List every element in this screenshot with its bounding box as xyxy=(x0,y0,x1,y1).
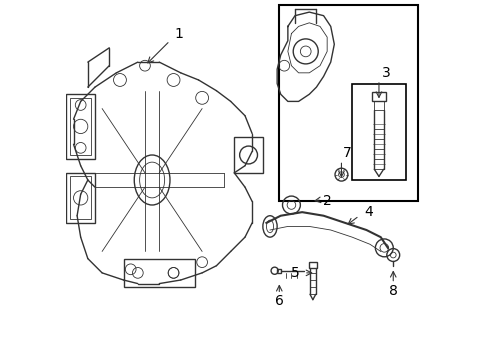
Bar xyxy=(234,137,263,173)
Bar xyxy=(277,269,281,273)
Bar xyxy=(352,84,406,180)
Text: 6: 6 xyxy=(275,294,284,309)
Bar xyxy=(66,173,95,223)
Bar xyxy=(372,93,386,102)
Bar xyxy=(70,176,92,219)
Text: 1: 1 xyxy=(174,27,183,41)
Text: 2: 2 xyxy=(323,194,332,208)
Bar xyxy=(309,262,317,267)
Text: 3: 3 xyxy=(382,66,391,80)
Bar xyxy=(70,98,92,155)
Text: 8: 8 xyxy=(389,284,398,298)
Bar xyxy=(279,5,418,202)
Bar xyxy=(66,94,95,158)
Text: 7: 7 xyxy=(343,146,351,160)
Bar xyxy=(123,258,195,287)
Text: 5: 5 xyxy=(291,266,299,280)
Bar xyxy=(374,102,384,111)
Text: 4: 4 xyxy=(364,205,372,219)
